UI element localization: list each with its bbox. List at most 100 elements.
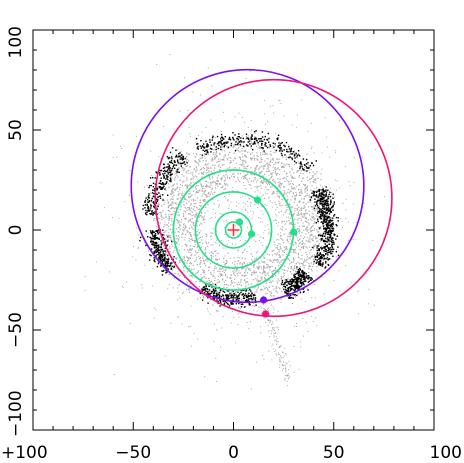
grey-particle — [178, 238, 180, 240]
grey-particle — [219, 153, 221, 155]
grey-particle — [229, 297, 231, 299]
grey-particle — [263, 270, 265, 272]
black-particle — [290, 288, 292, 290]
grey-particle — [209, 263, 212, 265]
grey-particle — [247, 135, 249, 137]
grey-particle — [310, 234, 312, 236]
grey-particle — [136, 227, 138, 229]
grey-particle — [267, 272, 269, 274]
grey-particle — [278, 254, 280, 256]
black-particle — [327, 231, 330, 234]
grey-particle — [271, 173, 273, 175]
black-particle — [166, 177, 168, 179]
black-particle — [161, 274, 164, 276]
black-particle — [299, 167, 301, 170]
grey-particle — [212, 193, 213, 195]
grey-particle — [316, 219, 318, 221]
black-particle — [320, 199, 322, 201]
grey-particle — [200, 266, 202, 268]
black-particle — [297, 286, 299, 289]
black-particle — [327, 224, 329, 227]
black-particle — [197, 145, 199, 148]
grey-particle — [289, 203, 291, 205]
black-particle — [325, 193, 327, 195]
black-particle — [214, 283, 217, 286]
grey-particle — [195, 161, 197, 163]
black-particle — [315, 195, 317, 197]
black-particle — [293, 274, 295, 276]
black-particle — [166, 155, 168, 158]
grey-particle — [276, 168, 278, 170]
grey-particle — [237, 190, 239, 192]
grey-particle — [188, 259, 190, 261]
black-particle — [205, 286, 207, 288]
black-particle — [255, 139, 258, 142]
grey-particle — [257, 144, 259, 146]
grey-particle — [279, 178, 281, 180]
grey-particle — [344, 166, 346, 168]
grey-particle — [205, 166, 207, 168]
grey-particle — [217, 310, 219, 312]
grey-particle — [244, 121, 246, 123]
grey-particle — [190, 202, 192, 204]
black-particle — [152, 235, 154, 237]
grey-particle — [282, 251, 284, 253]
black-particle — [329, 251, 331, 253]
grey-particle — [293, 187, 295, 189]
black-particle — [235, 299, 238, 301]
grey-particle — [206, 280, 208, 282]
black-particle — [165, 260, 167, 263]
black-particle — [156, 266, 159, 268]
grey-particle — [301, 215, 303, 217]
black-particle — [320, 193, 323, 196]
black-particle — [294, 289, 296, 292]
grey-particle — [264, 181, 266, 183]
black-particle — [314, 190, 316, 193]
black-particle — [202, 290, 204, 292]
black-particle — [243, 141, 245, 143]
grey-particle — [330, 237, 332, 239]
grey-particle — [311, 233, 313, 235]
grey-particle — [310, 218, 312, 220]
grey-particle — [231, 262, 234, 264]
grey-particle — [263, 257, 265, 259]
grey-particle — [126, 281, 128, 283]
black-particle — [329, 219, 331, 222]
grey-particle — [313, 218, 315, 221]
grey-particle — [239, 308, 241, 310]
black-particle — [239, 143, 241, 146]
grey-particle — [295, 195, 297, 197]
grey-particle — [195, 214, 197, 216]
grey-particle — [267, 121, 268, 123]
grey-particle — [288, 254, 290, 256]
black-particle — [290, 150, 292, 152]
grey-particle — [270, 304, 272, 306]
black-particle — [319, 198, 321, 201]
black-particle — [155, 202, 158, 204]
grey-particle — [168, 205, 170, 207]
black-particle — [206, 144, 208, 147]
grey-particle — [164, 238, 166, 240]
grey-particle — [298, 201, 300, 203]
grey-particle — [191, 248, 193, 250]
grey-particle — [316, 208, 318, 210]
grey-particle — [230, 274, 232, 276]
grey-particle — [203, 171, 205, 173]
black-particle — [248, 295, 251, 297]
grey-particle — [312, 181, 314, 183]
black-particle — [217, 142, 220, 144]
black-particle — [322, 222, 325, 225]
grey-particle — [307, 229, 309, 231]
black-particle — [302, 168, 304, 170]
grey-particle — [206, 168, 208, 170]
grey-particle — [244, 177, 246, 179]
grey-particle — [289, 376, 290, 378]
grey-particle — [187, 153, 189, 155]
grey-particle — [173, 249, 175, 251]
grey-particle — [287, 191, 289, 193]
grey-particle — [269, 336, 271, 337]
grey-particle — [243, 159, 245, 161]
grey-particle — [190, 234, 192, 236]
grey-particle — [190, 305, 192, 307]
grey-particle — [323, 196, 325, 198]
